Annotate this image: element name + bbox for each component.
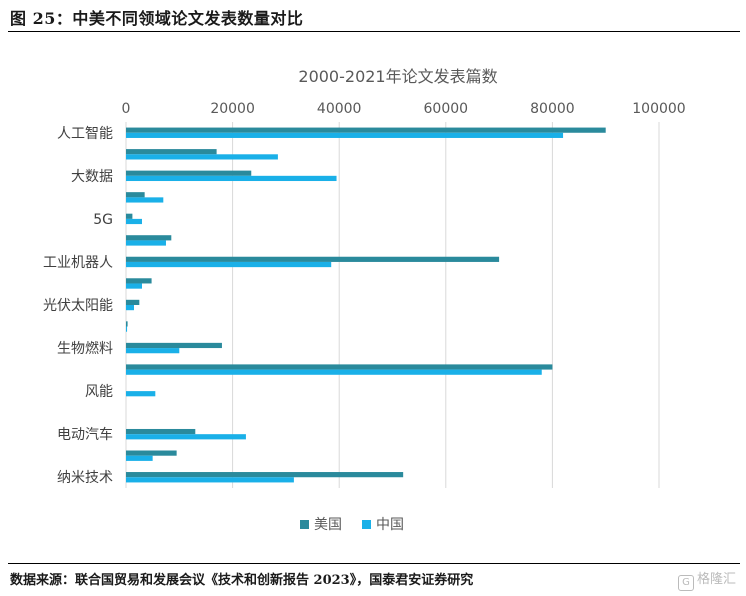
bar-usa xyxy=(126,192,145,198)
category-label: 纳米技术 xyxy=(57,470,113,486)
category-label: 大数据 xyxy=(71,169,113,185)
legend-label: 中国 xyxy=(376,517,404,533)
bar-usa xyxy=(126,213,133,219)
category-label: 5G xyxy=(93,212,113,228)
bottom-rule xyxy=(8,563,740,564)
bar-usa xyxy=(126,299,140,305)
chart-title: 2000-2021年论文发表篇数 xyxy=(298,67,497,86)
bar-china xyxy=(126,132,564,138)
bar-usa xyxy=(126,256,500,262)
x-tick-label: 80000 xyxy=(530,101,575,117)
legend: 美国 中国 xyxy=(300,517,404,533)
top-rule xyxy=(8,31,740,32)
bar-usa xyxy=(126,450,177,456)
bar-china xyxy=(126,218,142,225)
bars xyxy=(126,127,606,483)
bar-usa xyxy=(126,364,553,370)
bar-china xyxy=(126,154,278,160)
legend-label: 美国 xyxy=(314,517,342,533)
x-tick-label: 100000 xyxy=(632,101,685,117)
category-label: 工业机器人 xyxy=(43,255,113,271)
x-tick-label: 20000 xyxy=(210,101,255,117)
figure-title: 图 25：中美不同领域论文发表数量对比 xyxy=(10,9,304,28)
bar-china xyxy=(126,261,332,268)
bar-china xyxy=(126,369,542,375)
bar-china xyxy=(126,283,142,289)
bar-china xyxy=(126,326,128,332)
watermark: G 格隆汇 xyxy=(677,568,736,591)
watermark-text: 格隆汇 xyxy=(696,572,736,587)
bar-usa xyxy=(126,278,152,284)
x-tick-labels: 0 20000 40000 60000 80000 100000 xyxy=(122,101,686,117)
bar-usa xyxy=(126,127,606,133)
bar-usa xyxy=(126,170,252,176)
category-label: 光伏太阳能 xyxy=(43,298,113,314)
bar-china xyxy=(126,240,166,246)
bar-usa xyxy=(126,472,404,478)
bar-usa xyxy=(126,428,196,435)
bar-china xyxy=(126,477,294,483)
bar-usa xyxy=(126,149,217,155)
legend-swatch xyxy=(300,520,309,529)
watermark-logo-icon: G xyxy=(677,575,694,591)
x-tick-label: 40000 xyxy=(317,101,362,117)
category-label: 电动汽车 xyxy=(57,426,113,443)
x-tick-label: 0 xyxy=(122,101,131,117)
bar-china xyxy=(126,455,153,461)
bar-china xyxy=(126,348,180,354)
bar-china xyxy=(126,197,164,203)
bar-china xyxy=(126,175,337,182)
bar-china xyxy=(126,434,246,440)
source-note: 数据来源：联合国贸易和发展会议《技术和创新报告 2023》，国泰君安证券研究 xyxy=(10,573,474,588)
bar-usa xyxy=(126,342,222,349)
category-label: 生物燃料 xyxy=(57,340,113,357)
x-tick-label: 60000 xyxy=(424,101,469,117)
bar-china xyxy=(126,391,156,397)
bar-usa xyxy=(126,235,172,241)
legend-swatch xyxy=(362,520,371,529)
bar-china xyxy=(126,305,134,311)
category-label: 人工智能 xyxy=(57,126,113,142)
category-label: 风能 xyxy=(85,384,113,400)
bar-usa xyxy=(126,321,128,327)
